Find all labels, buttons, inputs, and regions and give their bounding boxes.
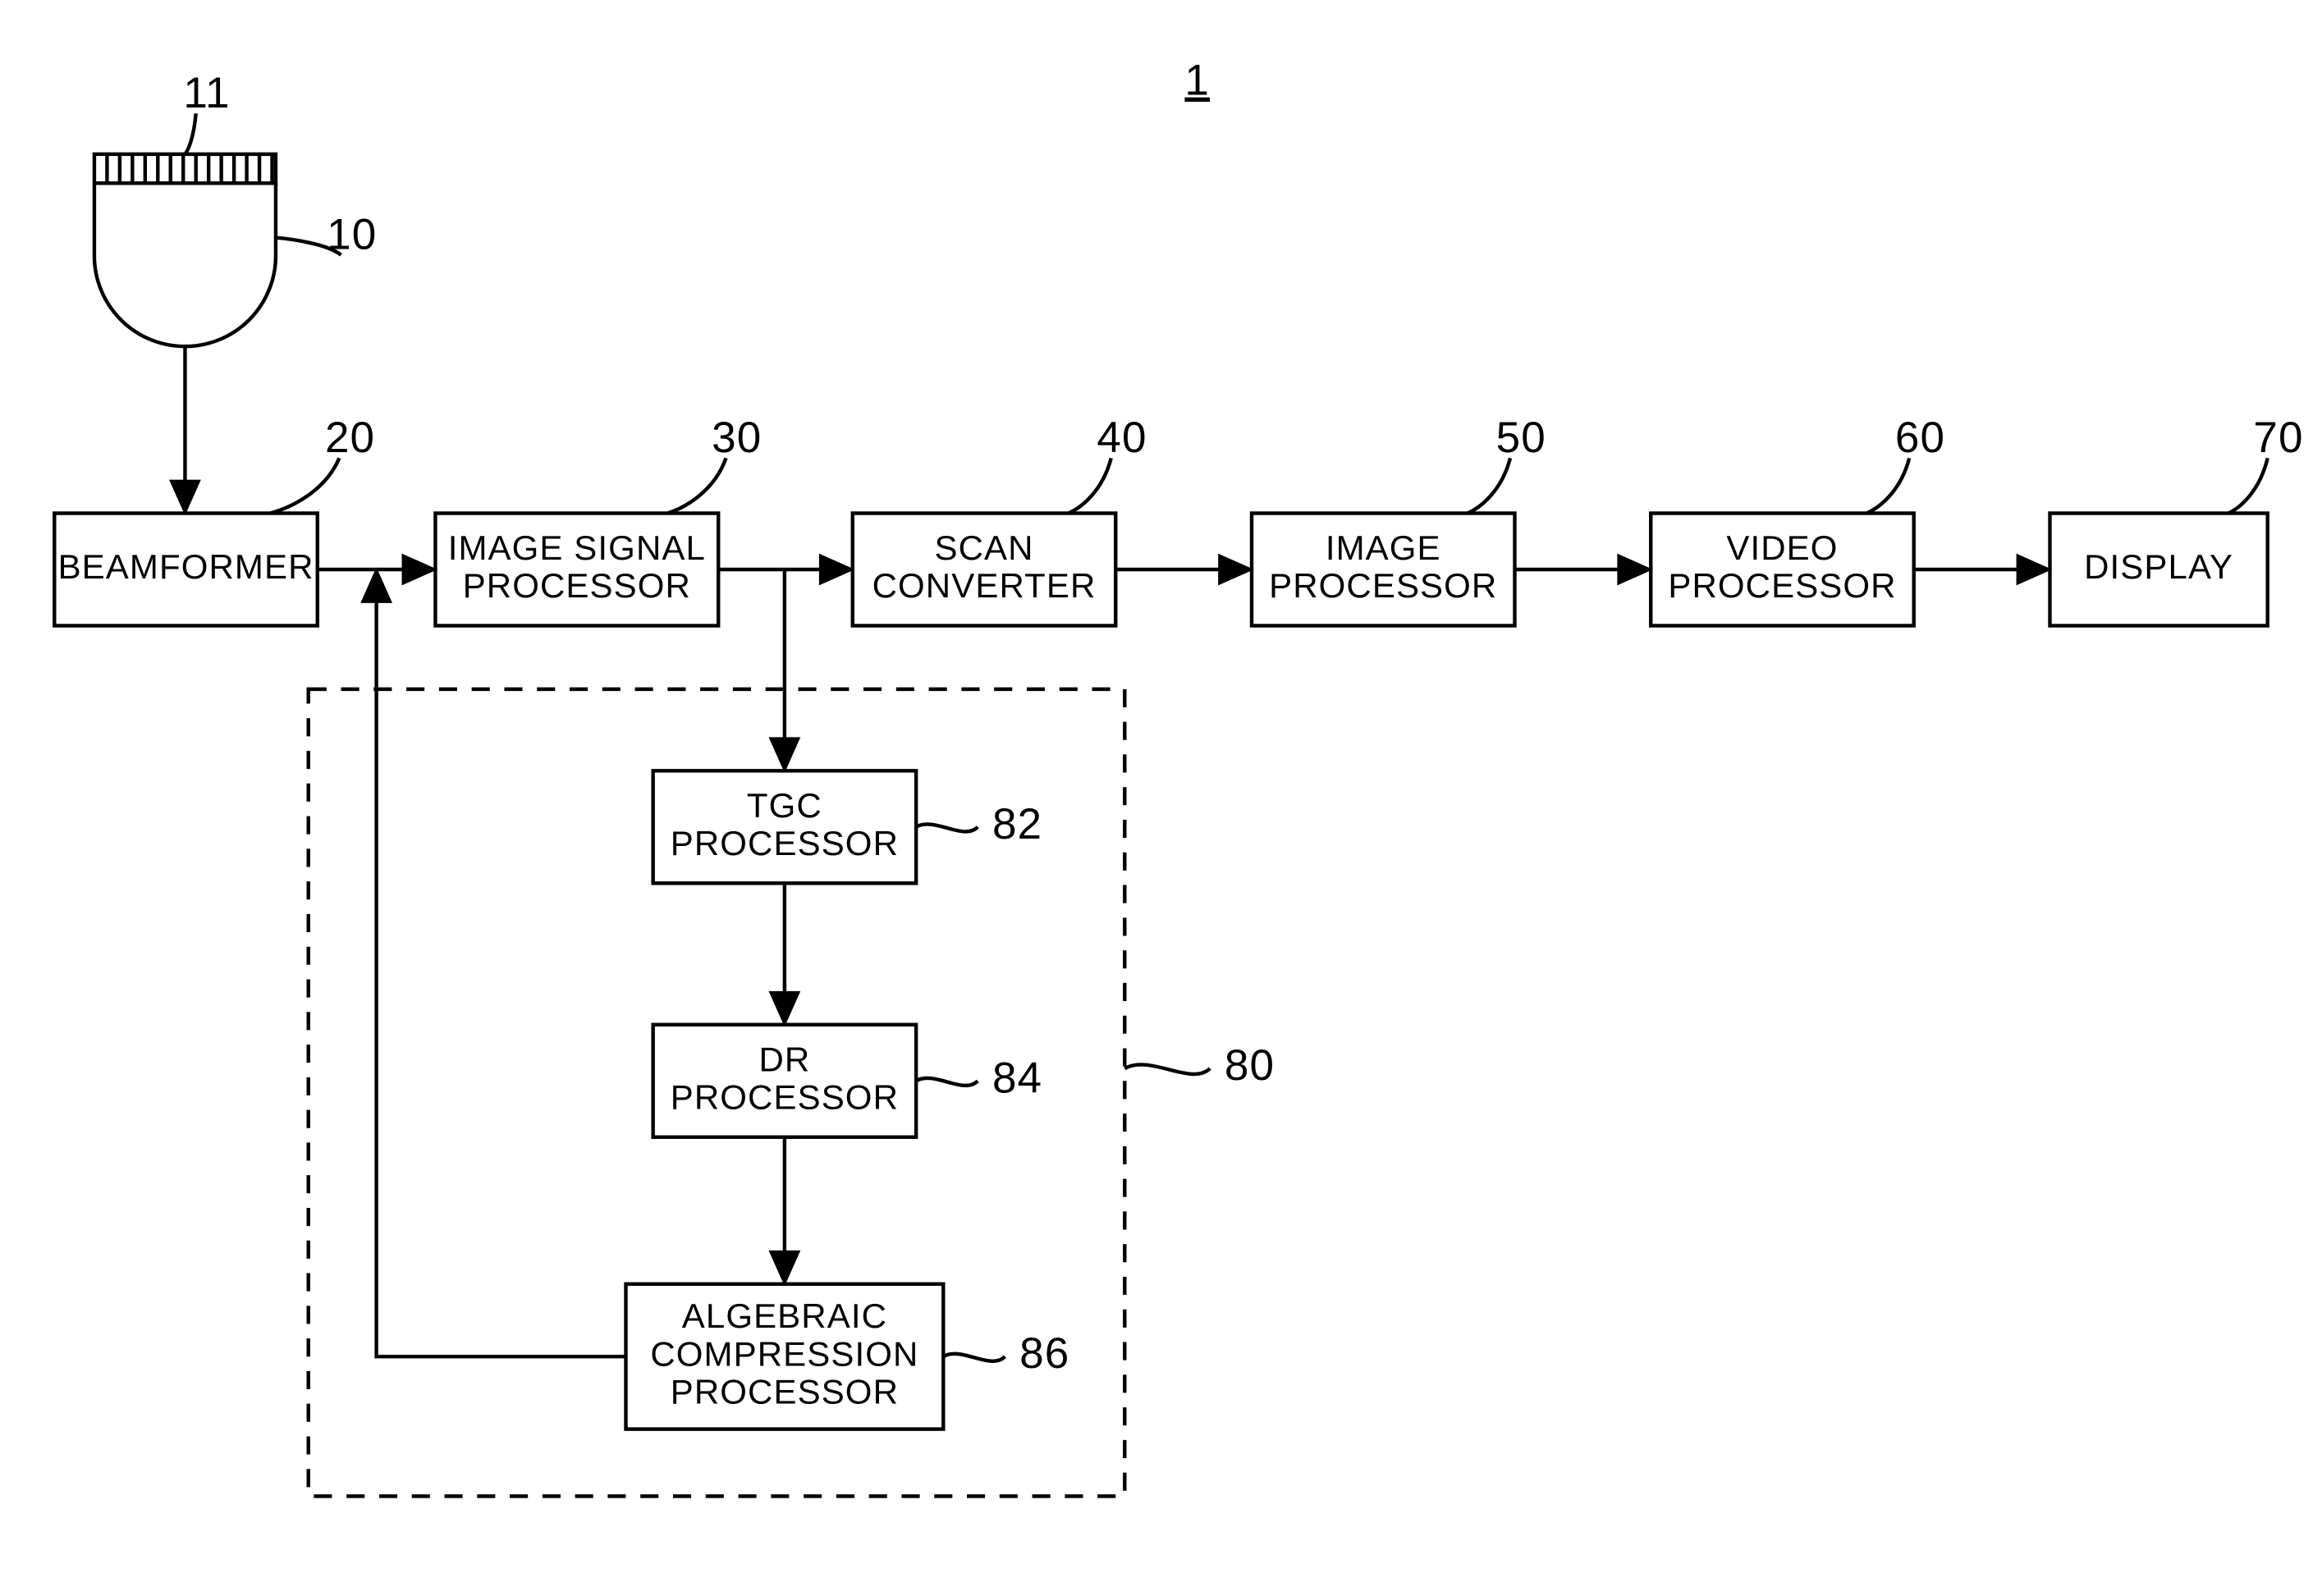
- ref-feedback-leader: [1124, 1064, 1210, 1074]
- probe-top-leader: [185, 113, 195, 154]
- ref-beamformer-leader: [270, 458, 339, 513]
- ref-isp-refnum: 30: [712, 414, 762, 462]
- edge-beamformer-isp-head: [403, 555, 436, 583]
- block-imgp-label: PROCESSOR: [1269, 566, 1497, 605]
- ref-alg-refnum: 86: [1019, 1329, 1069, 1378]
- block-beamformer-label: BEAMFORMER: [58, 547, 314, 586]
- ref-dr-leader: [916, 1078, 978, 1086]
- block-display: DISPLAY: [2049, 513, 2267, 625]
- block-scan-label: CONVERTER: [872, 566, 1097, 605]
- block-dr-label: DR: [758, 1040, 810, 1078]
- block-scan: SCANCONVERTER: [853, 513, 1115, 625]
- ref-display-refnum: 70: [2253, 414, 2303, 462]
- ref-scan-refnum: 40: [1097, 414, 1147, 462]
- edge-alg-feedback: [377, 602, 626, 1356]
- block-scan-label: SCAN: [934, 528, 1033, 567]
- ref-imgp-leader: [1468, 458, 1510, 513]
- block-vidp-label: VIDEO: [1726, 528, 1838, 567]
- block-tgc: TGCPROCESSOR: [653, 771, 916, 883]
- block-imgp: IMAGEPROCESSOR: [1252, 513, 1514, 625]
- edge-alg-feedback-head: [362, 569, 391, 602]
- ref-alg-leader: [943, 1354, 1005, 1361]
- block-dr: DRPROCESSOR: [653, 1025, 916, 1137]
- ref-isp-leader: [667, 458, 726, 513]
- ref-imgp-refnum: 50: [1496, 414, 1546, 462]
- edge-scan-imgp-head: [1219, 555, 1252, 583]
- edge-probe-beamformer-head: [171, 481, 199, 514]
- ref-scan-leader: [1069, 458, 1111, 513]
- probe-top-refnum: 11: [183, 69, 230, 117]
- block-isp-label: PROCESSOR: [463, 566, 691, 605]
- edge-tgc-dr-head: [770, 992, 799, 1025]
- block-vidp-label: PROCESSOR: [1668, 566, 1896, 605]
- block-alg-label: COMPRESSION: [650, 1334, 918, 1373]
- ref-vidp-leader: [1866, 458, 1909, 513]
- ref-tgc-leader: [916, 824, 978, 831]
- block-alg: ALGEBRAICCOMPRESSIONPROCESSOR: [626, 1284, 944, 1429]
- block-beamformer: BEAMFORMER: [54, 513, 317, 625]
- block-vidp: VIDEOPROCESSOR: [1651, 513, 1913, 625]
- ref-beamformer-refnum: 20: [325, 414, 375, 462]
- edge-isp-scan-head: [820, 555, 853, 583]
- block-display-label: DISPLAY: [2084, 547, 2233, 586]
- edge-isp-tgc-head: [770, 739, 799, 771]
- ref-vidp-refnum: 60: [1895, 414, 1945, 462]
- block-alg-label: PROCESSOR: [671, 1372, 899, 1411]
- block-isp-label: IMAGE SIGNAL: [448, 528, 706, 567]
- block-imgp-label: IMAGE: [1326, 528, 1441, 567]
- ref-tgc-refnum: 82: [992, 800, 1042, 848]
- edge-vidp-display-head: [2017, 555, 2050, 583]
- ref-feedback-refnum: 80: [1225, 1041, 1275, 1090]
- ref-dr-refnum: 84: [992, 1054, 1042, 1102]
- edge-dr-alg-head: [770, 1251, 799, 1284]
- block-isp: IMAGE SIGNALPROCESSOR: [435, 513, 718, 625]
- diagram-canvas: 1BEAMFORMERIMAGE SIGNALPROCESSORSCANCONV…: [0, 0, 2322, 1596]
- ref-display-leader: [2228, 458, 2268, 513]
- system-ref: 1: [1184, 57, 1210, 105]
- probe: [94, 154, 276, 346]
- block-alg-label: ALGEBRAIC: [682, 1296, 887, 1335]
- block-dr-label: PROCESSOR: [671, 1077, 899, 1116]
- edge-imgp-vidp-head: [1618, 555, 1651, 583]
- block-tgc-label: PROCESSOR: [671, 824, 899, 862]
- block-tgc-label: TGC: [747, 786, 822, 825]
